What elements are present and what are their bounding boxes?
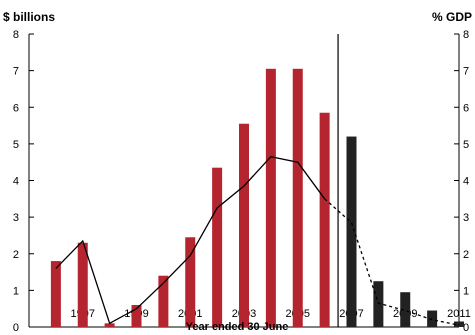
plot-area: 0011223344556677881997199920012003200520…	[13, 29, 471, 334]
right-y-tick-label: 5	[463, 139, 469, 151]
x-axis-label: Year ended 30 June	[186, 321, 289, 333]
bar-actual	[239, 124, 249, 327]
left-y-tick-label: 3	[13, 212, 19, 224]
right-y-tick-label: 2	[463, 249, 469, 261]
bar-actual	[212, 168, 222, 327]
bar-actual	[320, 113, 330, 327]
bar-forecast	[373, 281, 383, 327]
bar-actual	[293, 69, 303, 327]
left-axis-unit: $ billions	[3, 10, 55, 24]
right-y-tick-label: 1	[463, 285, 469, 297]
right-y-tick-label: 7	[463, 66, 469, 78]
left-y-tick-label: 7	[13, 66, 19, 78]
left-y-tick-label: 6	[13, 102, 19, 114]
right-y-tick-label: 3	[463, 212, 469, 224]
left-y-tick-label: 8	[13, 29, 19, 41]
left-y-tick-label: 4	[13, 176, 19, 188]
x-tick-label: 2011	[447, 308, 471, 320]
bar-actual	[51, 261, 61, 327]
right-y-tick-label: 4	[463, 176, 469, 188]
left-y-tick-label: 5	[13, 139, 19, 151]
line-forecast	[325, 199, 459, 325]
bar-actual	[185, 237, 195, 327]
bar-actual	[78, 243, 88, 327]
left-y-tick-label: 0	[13, 322, 19, 334]
right-axis-unit: % GDP	[432, 10, 472, 24]
bar-forecast	[347, 137, 357, 327]
bar-actual	[266, 69, 276, 327]
left-y-tick-label: 1	[13, 285, 19, 297]
bar-forecast	[427, 311, 437, 327]
right-y-tick-label: 8	[463, 29, 469, 41]
right-y-tick-label: 6	[463, 102, 469, 114]
left-y-tick-label: 2	[13, 249, 19, 261]
